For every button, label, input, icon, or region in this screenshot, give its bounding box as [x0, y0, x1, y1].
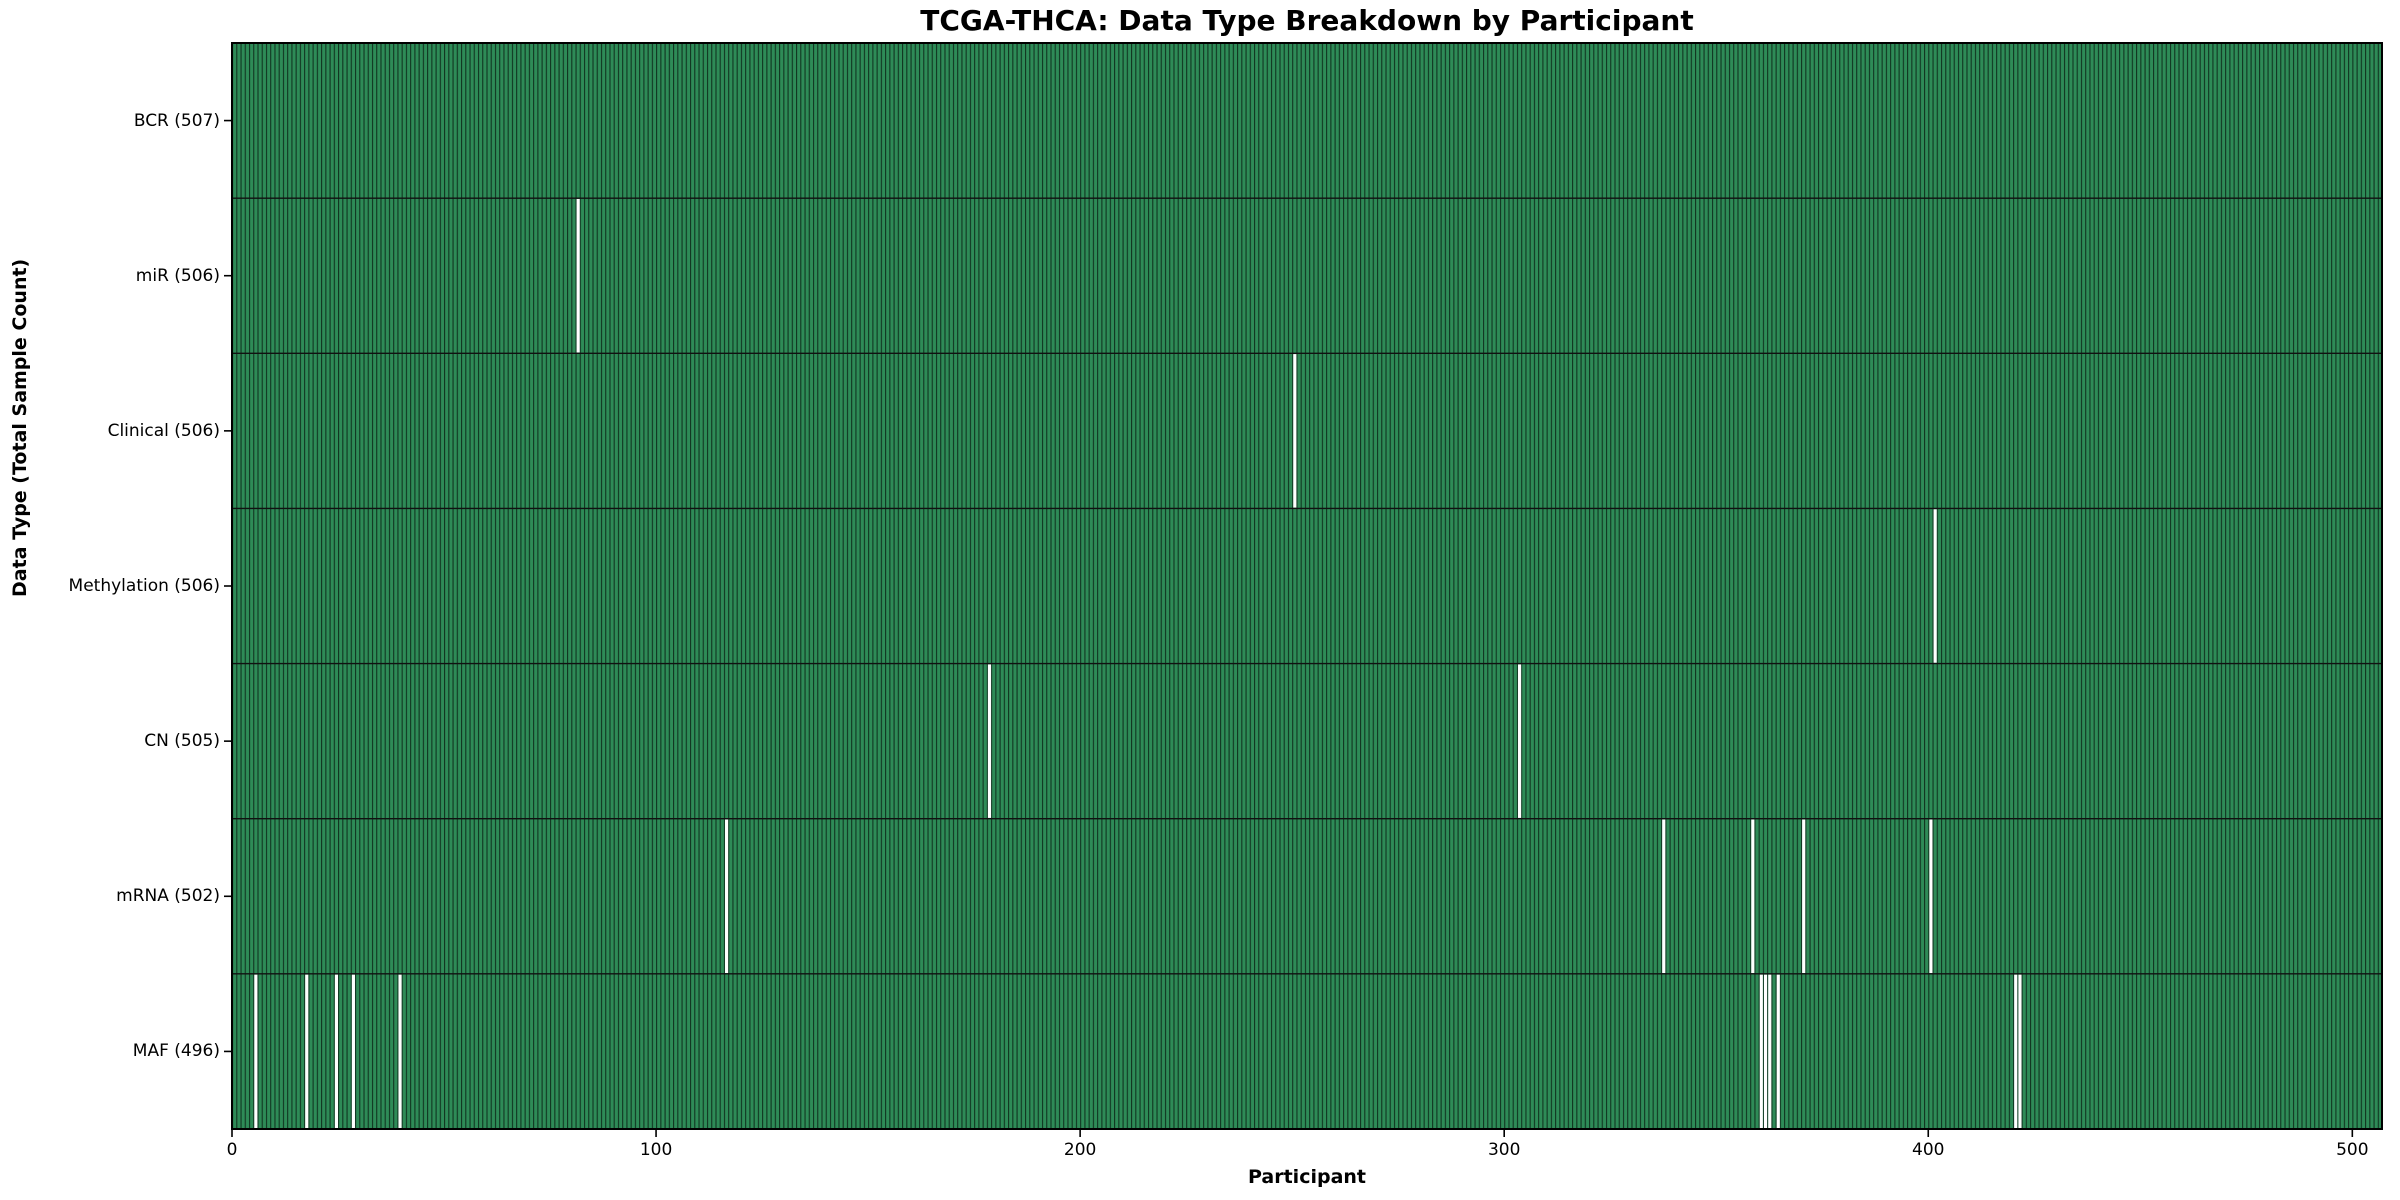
- x-tick-label-300: 300: [1487, 1140, 1521, 1160]
- y-tick-label-Methylation: Methylation (506): [68, 576, 220, 596]
- x-axis-label: Participant: [1247, 1166, 1367, 1188]
- y-tick-label-MAF: MAF (496): [132, 1041, 220, 1062]
- chart-title: TCGA-THCA: Data Type Breakdown by Partic…: [920, 4, 1694, 37]
- x-tick-label-100: 100: [639, 1140, 673, 1160]
- plot-area: Present Absent: [224, 42, 2383, 1137]
- y-tick-label-BCR: BCR (507): [133, 110, 220, 131]
- x-tick-label-200: 200: [1063, 1140, 1097, 1160]
- heatmap-svg: [224, 42, 2383, 1137]
- x-tick-label-500: 500: [2336, 1140, 2369, 1160]
- x-tick-label-400: 400: [1912, 1140, 1945, 1160]
- y-tick-label-Clinical: Clinical (506): [107, 420, 220, 441]
- y-tick-label-mRNA: mRNA (502): [116, 886, 220, 907]
- y-tick-label-miR: miR (506): [135, 265, 220, 286]
- y-tick-label-CN: CN (505): [144, 731, 220, 752]
- x-tick-label-0: 0: [226, 1140, 238, 1160]
